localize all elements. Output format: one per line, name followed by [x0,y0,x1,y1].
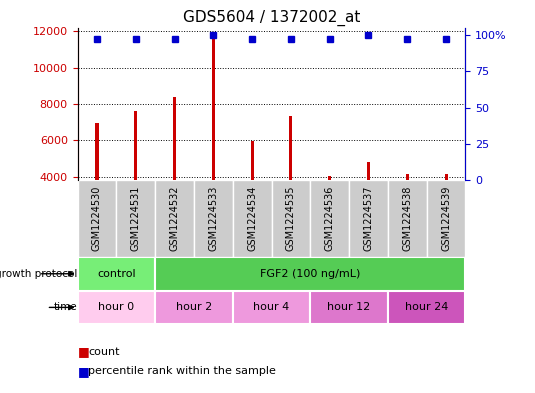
Bar [155,180,194,257]
Bar [233,290,310,324]
Text: GSM1224534: GSM1224534 [247,186,257,252]
Text: GSM1224533: GSM1224533 [208,186,218,252]
Text: time: time [54,302,78,312]
Text: hour 4: hour 4 [254,302,289,312]
Text: GSM1224531: GSM1224531 [131,186,141,252]
Bar [388,290,465,324]
Bar [155,257,465,290]
Text: GSM1224530: GSM1224530 [92,186,102,252]
Bar [310,290,388,324]
Text: control: control [97,269,136,279]
Text: hour 2: hour 2 [176,302,212,312]
Text: hour 24: hour 24 [405,302,448,312]
Bar [349,180,388,257]
Bar [271,180,310,257]
Text: ■: ■ [78,345,89,358]
Text: GSM1224539: GSM1224539 [441,186,451,252]
Bar [116,180,155,257]
Bar [95,123,98,250]
Text: percentile rank within the sample: percentile rank within the sample [88,366,276,376]
Text: GSM1224535: GSM1224535 [286,186,296,252]
Text: GSM1224538: GSM1224538 [402,186,412,252]
Text: ■: ■ [78,365,89,378]
Bar [388,180,427,257]
Bar [212,39,215,250]
Bar [289,116,293,250]
Bar [194,180,233,257]
Bar [250,141,254,250]
Bar [78,290,155,324]
Title: GDS5604 / 1372002_at: GDS5604 / 1372002_at [183,10,360,26]
Text: count: count [88,347,120,357]
Bar [406,174,409,250]
Bar [427,180,465,257]
Bar [78,180,116,257]
Text: growth protocol: growth protocol [0,269,78,279]
Bar [78,257,155,290]
Text: GSM1224537: GSM1224537 [363,186,373,252]
Text: GSM1224532: GSM1224532 [170,186,180,252]
Bar [155,290,233,324]
Bar [173,97,176,250]
Bar [445,174,448,250]
Text: hour 0: hour 0 [98,302,134,312]
Bar [134,111,137,250]
Bar [233,180,271,257]
Text: hour 12: hour 12 [327,302,371,312]
Bar [328,176,331,250]
Bar [367,162,370,250]
Bar [310,180,349,257]
Text: FGF2 (100 ng/mL): FGF2 (100 ng/mL) [260,269,361,279]
Text: GSM1224536: GSM1224536 [325,186,335,252]
